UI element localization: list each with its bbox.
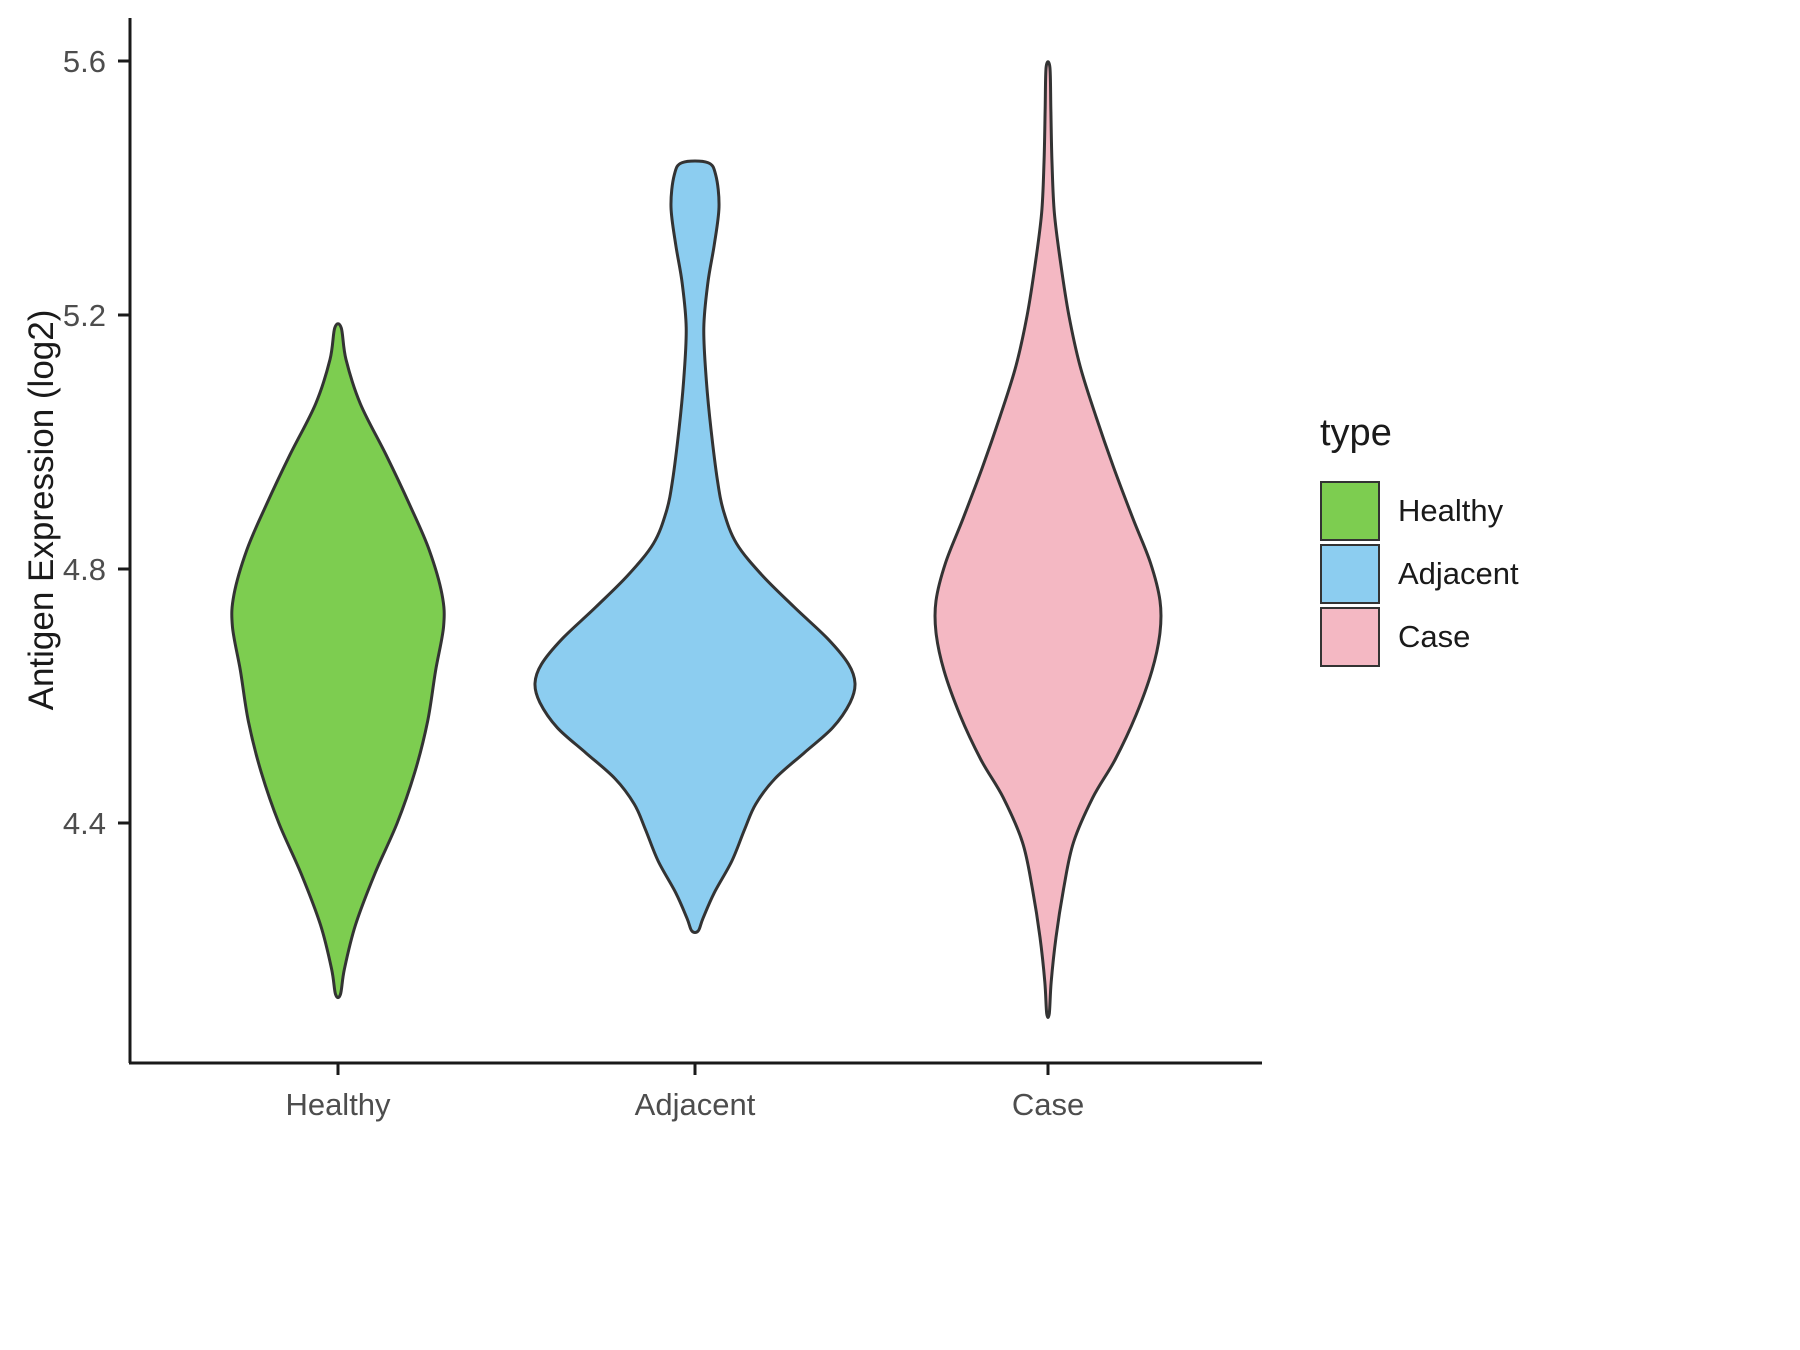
violin-healthy [230,322,446,1000]
violin-adjacent [533,159,857,935]
y-tick-label: 4.8 [63,552,106,587]
x-category-label: Healthy [285,1087,391,1122]
legend-label-case: Case [1398,619,1471,654]
legend-swatch-healthy [1320,481,1380,541]
y-tick-label: 5.6 [63,44,106,79]
legend-items: Healthy Adjacent Case [1320,481,1519,667]
legend-item-healthy: Healthy [1320,481,1519,541]
legend: type Healthy Adjacent Case [1320,412,1519,670]
legend-swatch-adjacent [1320,544,1380,604]
plot-panel: 4.4 4.8 5.2 5.6 Healthy Adjacent Case [63,18,1262,1122]
y-axis-title: Antigen Expression (log2) [22,309,61,711]
y-tick-label: 5.2 [63,298,106,333]
legend-swatch-case [1320,607,1380,667]
legend-item-adjacent: Adjacent [1320,544,1519,604]
legend-title: type [1320,412,1392,454]
y-tick-label: 4.4 [63,806,106,841]
legend-label-adjacent: Adjacent [1398,556,1519,591]
x-category-label: Case [1012,1087,1084,1122]
violin-case [933,60,1163,1019]
legend-item-case: Case [1320,607,1519,667]
legend-label-healthy: Healthy [1398,493,1504,528]
x-category-label: Adjacent [635,1087,756,1122]
